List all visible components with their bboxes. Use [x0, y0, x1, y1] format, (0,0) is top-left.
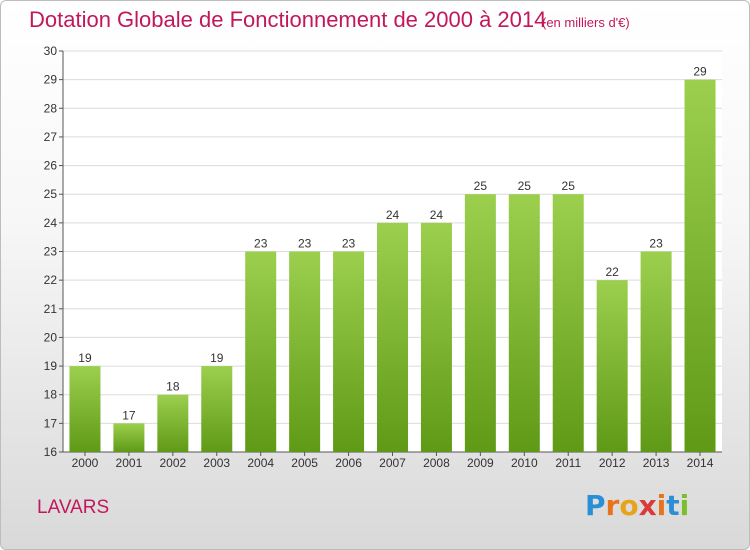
y-tick-label: 23 [44, 245, 58, 259]
x-tick-label: 2010 [511, 456, 538, 470]
y-tick-label: 24 [44, 216, 58, 230]
bar [289, 251, 321, 452]
data-label: 25 [562, 179, 576, 193]
bar [113, 423, 145, 452]
chart-subtitle: (en milliers d'€) [542, 15, 630, 30]
logo-letter: t [666, 489, 680, 522]
data-label: 22 [605, 265, 619, 279]
data-label: 23 [254, 237, 268, 251]
data-label: 25 [518, 179, 532, 193]
x-tick-label: 2009 [467, 456, 494, 470]
y-tick-label: 18 [44, 388, 58, 402]
bar [640, 251, 672, 452]
data-label: 25 [474, 179, 488, 193]
logo-letter: o [619, 489, 639, 522]
data-label: 17 [122, 408, 136, 422]
bar [684, 79, 716, 453]
bar [508, 194, 540, 452]
x-tick-label: 2013 [643, 456, 670, 470]
y-tick-label: 29 [44, 73, 58, 87]
data-label: 23 [342, 237, 356, 251]
x-tick-label: 2014 [687, 456, 714, 470]
x-tick-label: 2001 [116, 456, 143, 470]
bar [464, 194, 496, 452]
y-tick-label: 19 [44, 359, 58, 373]
x-tick-label: 2002 [159, 456, 186, 470]
bar [69, 366, 101, 452]
data-label: 24 [430, 208, 444, 222]
logo-letter: P [585, 489, 606, 522]
x-tick-label: 2008 [423, 456, 450, 470]
data-label: 18 [166, 380, 180, 394]
place-name: LAVARS [37, 497, 110, 518]
x-tick-label: 2004 [247, 456, 274, 470]
y-tick-label: 25 [44, 187, 58, 201]
logo-letter: r [605, 489, 620, 522]
proxiti-logo: Proxiti [585, 489, 689, 522]
data-label: 19 [78, 351, 92, 365]
data-label: 23 [298, 237, 312, 251]
data-label: 23 [649, 237, 663, 251]
logo-letter: x [638, 489, 657, 522]
data-label: 19 [210, 351, 224, 365]
y-tick-label: 16 [44, 445, 58, 459]
bar [552, 194, 584, 452]
x-tick-label: 2005 [291, 456, 318, 470]
y-tick-label: 17 [44, 416, 58, 430]
data-label: 24 [386, 208, 400, 222]
x-tick-label: 2011 [555, 456, 581, 470]
x-tick-label: 2007 [379, 456, 406, 470]
bar [377, 222, 408, 452]
x-tick-label: 2000 [72, 456, 99, 470]
logo-letter: i [679, 489, 690, 522]
chart-title: Dotation Globale de Fonctionnement de 20… [29, 7, 547, 32]
bar [596, 280, 628, 452]
bar [201, 366, 233, 452]
logo-letter: i [656, 489, 667, 522]
y-tick-label: 27 [44, 130, 58, 144]
y-tick-label: 21 [44, 302, 58, 316]
bar [245, 251, 277, 452]
x-tick-label: 2006 [335, 456, 362, 470]
x-tick-label: 2003 [203, 456, 230, 470]
y-tick-label: 22 [44, 273, 58, 287]
bar [157, 394, 189, 452]
data-label: 29 [693, 65, 707, 79]
x-tick-label: 2012 [599, 456, 626, 470]
y-tick-label: 20 [44, 330, 58, 344]
y-tick-label: 26 [44, 159, 58, 173]
bar [420, 222, 452, 452]
bar [333, 251, 365, 452]
y-tick-label: 30 [44, 44, 58, 58]
y-tick-label: 28 [44, 101, 58, 115]
